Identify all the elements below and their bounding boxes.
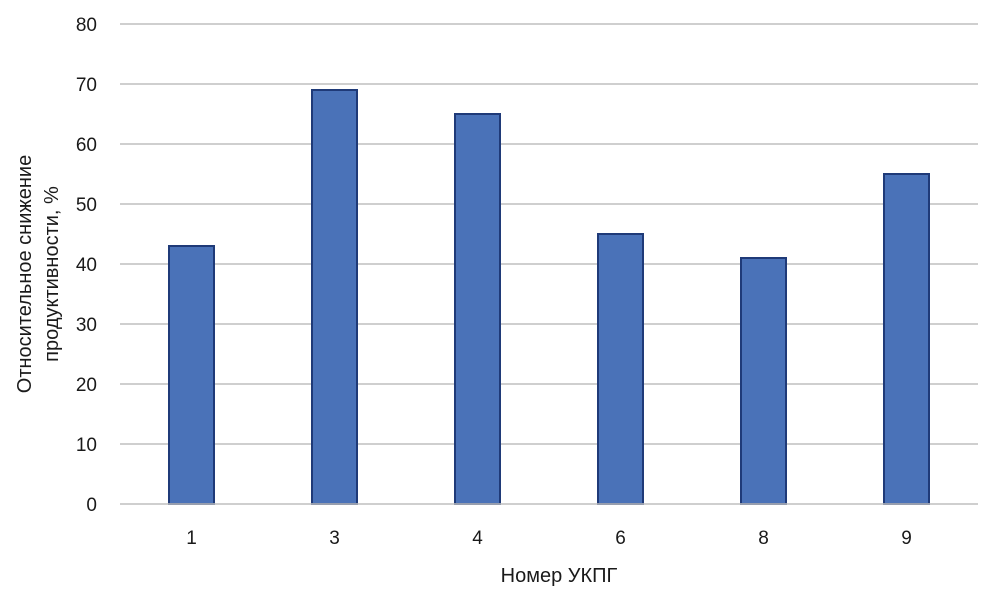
x-tick-label: 6	[615, 528, 626, 549]
y-axis-tick-labels: 0 10 20 30 40 50 60 70 80	[76, 15, 97, 516]
y-axis-title: Относительное снижение продуктивности, %	[14, 155, 63, 393]
x-tick-label: 9	[901, 528, 912, 549]
y-axis-title-line: Относительное снижение	[14, 155, 36, 393]
x-tick-label: 8	[758, 528, 769, 549]
x-tick-label: 1	[186, 528, 197, 549]
x-axis-title: Номер УКПГ	[501, 565, 618, 587]
y-tick-label: 30	[76, 315, 97, 336]
bar-3	[311, 89, 358, 505]
y-tick-label: 40	[76, 255, 97, 276]
bar-8	[740, 257, 787, 505]
bar-6	[597, 233, 644, 505]
y-tick-label: 80	[76, 15, 97, 36]
y-tick-label: 20	[76, 375, 97, 396]
bar-4	[454, 113, 501, 505]
bar-9	[883, 173, 930, 505]
x-tick-label: 3	[329, 528, 340, 549]
y-tick-label: 10	[76, 435, 97, 456]
y-axis-title-line: продуктивности, %	[41, 186, 63, 362]
y-tick-label: 50	[76, 195, 97, 216]
x-axis-tick-labels: 1 3 4 6 8 9	[186, 528, 912, 549]
y-tick-label: 60	[76, 135, 97, 156]
gridlines	[120, 23, 978, 445]
y-tick-label: 70	[76, 75, 97, 96]
bar-1	[168, 245, 215, 505]
bars	[168, 89, 930, 505]
x-tick-label: 4	[472, 528, 483, 549]
y-tick-label: 0	[86, 495, 97, 516]
